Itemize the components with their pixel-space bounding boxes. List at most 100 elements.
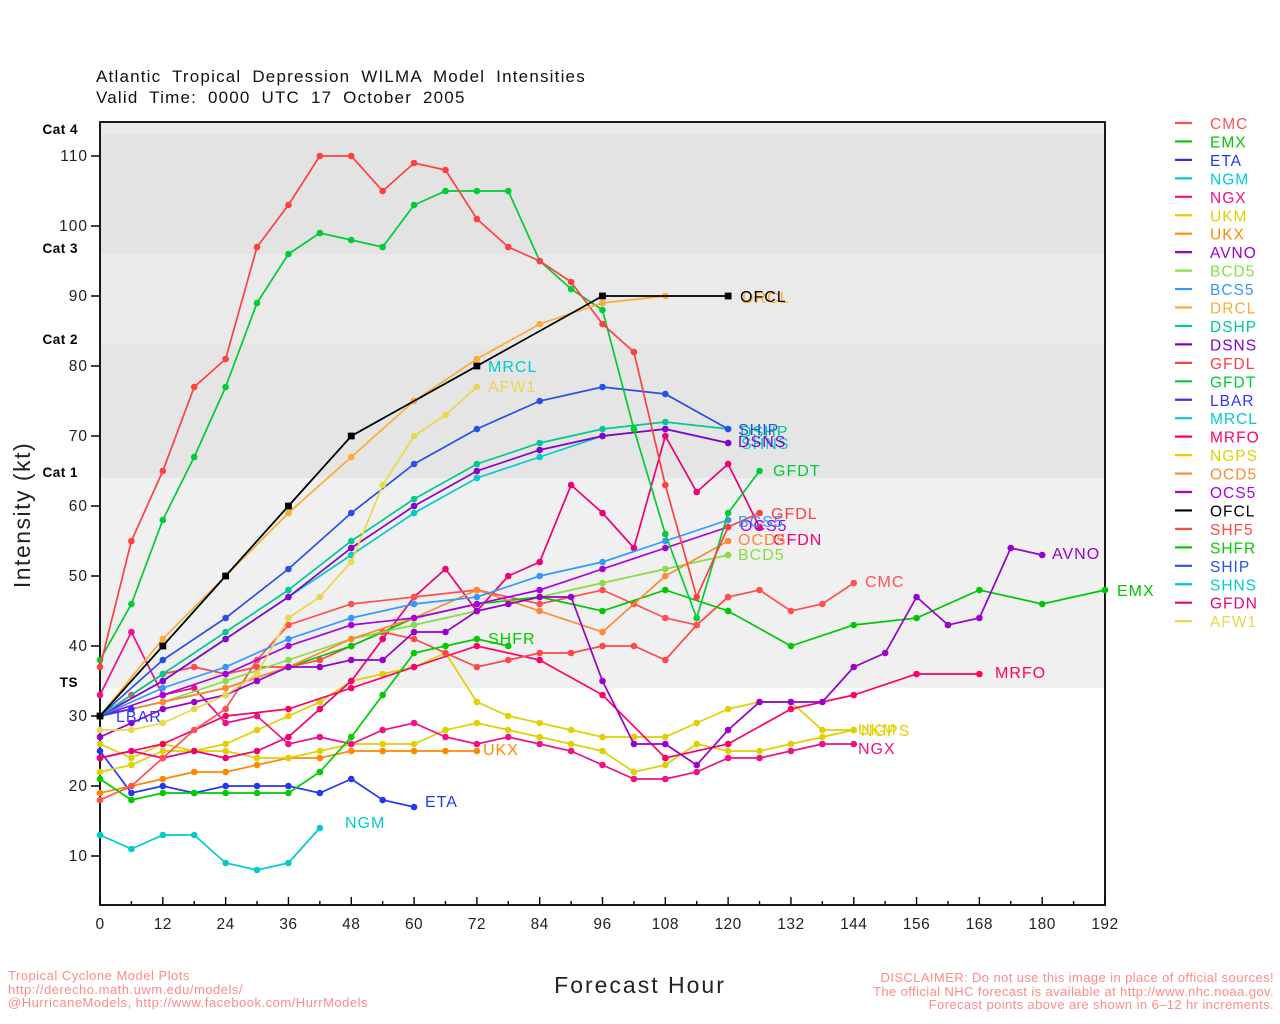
series-point-OCS5-h24: [222, 670, 229, 678]
series-point-SHF5-h90: [567, 649, 575, 657]
series-point-EMX-h144: [850, 621, 858, 629]
series-point-GFDL-h24: [222, 355, 229, 363]
series-point-GFDN-h126: [756, 523, 763, 531]
series-point-GFDL-h96: [599, 320, 606, 328]
series-point-NGX-h102: [630, 775, 638, 783]
series-point-AVNO-h42: [316, 663, 324, 671]
series-point-DSNS-h108: [662, 425, 669, 433]
series-point-BCS5-h24: [222, 663, 229, 671]
series-point-GFDL-h66: [442, 166, 449, 174]
series-point-AVNO-h114: [693, 761, 701, 769]
series-label-CMC: CMC: [865, 574, 904, 591]
series-point-DSHP-h84: [536, 439, 543, 447]
series-point-NGX-h96: [599, 761, 606, 769]
series-point-GFDT-h120: [724, 509, 732, 517]
series-point-UKX-h42: [316, 754, 324, 762]
x-tick-label-60: 60: [405, 916, 423, 933]
series-point-BCS5-h72: [473, 593, 481, 601]
y-tick-label-10: 10: [69, 848, 88, 865]
series-point-AFW1-h30: [253, 670, 261, 678]
series-point-GFDL-h78: [504, 243, 512, 251]
series-point-AVNO-h48: [347, 656, 355, 664]
series-point-BCD5-h36: [285, 656, 292, 664]
series-point-SHF5-h84: [536, 649, 543, 657]
series-line-SHFR: [99, 638, 509, 801]
series-label-AFW1: AFW1: [488, 379, 536, 396]
x-tick-label-192: 192: [1091, 916, 1118, 933]
series-point-MRFO-h60: [410, 663, 418, 671]
legend-label-MRFO: MRFO: [1210, 430, 1260, 447]
legend-label-DRCL: DRCL: [1210, 301, 1256, 318]
series-point-GFDL-h30: [253, 243, 261, 251]
series-point-DSNS-h120: [724, 439, 732, 447]
series-point-NGPS-h96: [599, 747, 606, 755]
series-point-GFDN-h66: [442, 565, 449, 573]
series-point-OFCL-h96: [599, 292, 606, 300]
series-point-SHFR-h12: [159, 789, 167, 797]
legend-label-NGX: NGX: [1210, 190, 1247, 207]
series-point-MRFO-h12: [159, 740, 167, 748]
series-point-EMX-h192: [1101, 586, 1109, 594]
series-point-GFDT-h96: [599, 306, 606, 314]
series-point-ETA-h48: [347, 775, 355, 783]
legend-label-AVNO: AVNO: [1210, 245, 1257, 262]
series-point-SHF5-h66: [442, 649, 449, 657]
series-point-SHFR-h6: [128, 796, 135, 804]
credit-link-models: http://derecho.math.uwm.edu/models/: [8, 981, 244, 997]
series-point-NGX-h18: [190, 684, 198, 692]
legend-label-AFW1: AFW1: [1210, 614, 1257, 631]
series-point-GFDL-h114: [693, 593, 701, 601]
series-point-SHFR-h54: [379, 691, 386, 699]
series-point-GFDT-h126: [756, 467, 763, 475]
x-tick-label-96: 96: [593, 916, 611, 933]
series-point-SHIP-h84: [536, 397, 543, 405]
series-point-AVNO-h72: [473, 607, 481, 615]
series-point-BCS5-h48: [347, 614, 355, 622]
series-label-AVNO: AVNO: [1052, 546, 1100, 563]
series-point-EMX-h168: [976, 586, 983, 594]
series-point-SHIP-h36: [285, 565, 292, 573]
series-point-AVNO-h120: [724, 726, 732, 734]
series-point-UKM-h6: [128, 754, 135, 762]
series-point-MRFO-h108: [662, 754, 669, 762]
series-point-MRFO-h120: [724, 740, 732, 748]
series-point-AVNO-h102: [630, 740, 638, 748]
series-point-GFDN-h48: [347, 677, 355, 685]
series-point-GFDL-h54: [379, 187, 386, 195]
series-point-MRFO-h156: [913, 670, 920, 678]
series-point-GFDT-h54: [379, 243, 386, 251]
series-label-EMX: EMX: [1117, 583, 1155, 600]
category-band-cat-1: [100, 345, 1105, 478]
y-tick-label-30: 30: [69, 708, 88, 725]
series-point-AFW1-h72: [473, 383, 481, 391]
series-label-OCS5: OCS5: [740, 518, 788, 535]
series-point-NGX-h90: [567, 747, 575, 755]
series-point-GFDT-h42: [316, 229, 324, 237]
series-point-NGX-h78: [504, 733, 512, 741]
series-point-EMX-h156: [913, 614, 920, 622]
series-point-DRCL-h72: [473, 355, 481, 363]
y-tick-label-100: 100: [59, 218, 88, 235]
series-point-GFDN-h114: [693, 488, 701, 496]
series-point-GFDL-h60: [410, 159, 418, 167]
category-band-cat-3: [100, 135, 1105, 254]
series-point-AVNO-h180: [1038, 551, 1046, 559]
series-point-SHNS-h60: [410, 509, 418, 517]
series-label-GFDL: GFDL: [771, 506, 818, 523]
series-point-NGX-h0: [96, 691, 104, 699]
legend-label-MRCL: MRCL: [1210, 411, 1258, 428]
series-point-GFDL-h84: [536, 257, 543, 265]
series-point-GFDT-h30: [253, 299, 261, 307]
series-point-AVNO-h36: [285, 663, 292, 671]
series-point-DSNS-h12: [159, 677, 167, 685]
series-point-AFW1-h18: [190, 705, 198, 713]
series-point-CMC-h144: [850, 579, 858, 587]
series-point-ETA-h12: [159, 782, 167, 790]
series-point-CMC-h12: [159, 754, 167, 762]
series-point-DSHP-h72: [473, 460, 481, 468]
series-point-GFDT-h24: [222, 383, 229, 391]
series-point-UKM-h90: [567, 726, 575, 734]
series-point-NGPS-h66: [442, 726, 449, 734]
series-label-LBAR: LBAR: [116, 709, 162, 726]
